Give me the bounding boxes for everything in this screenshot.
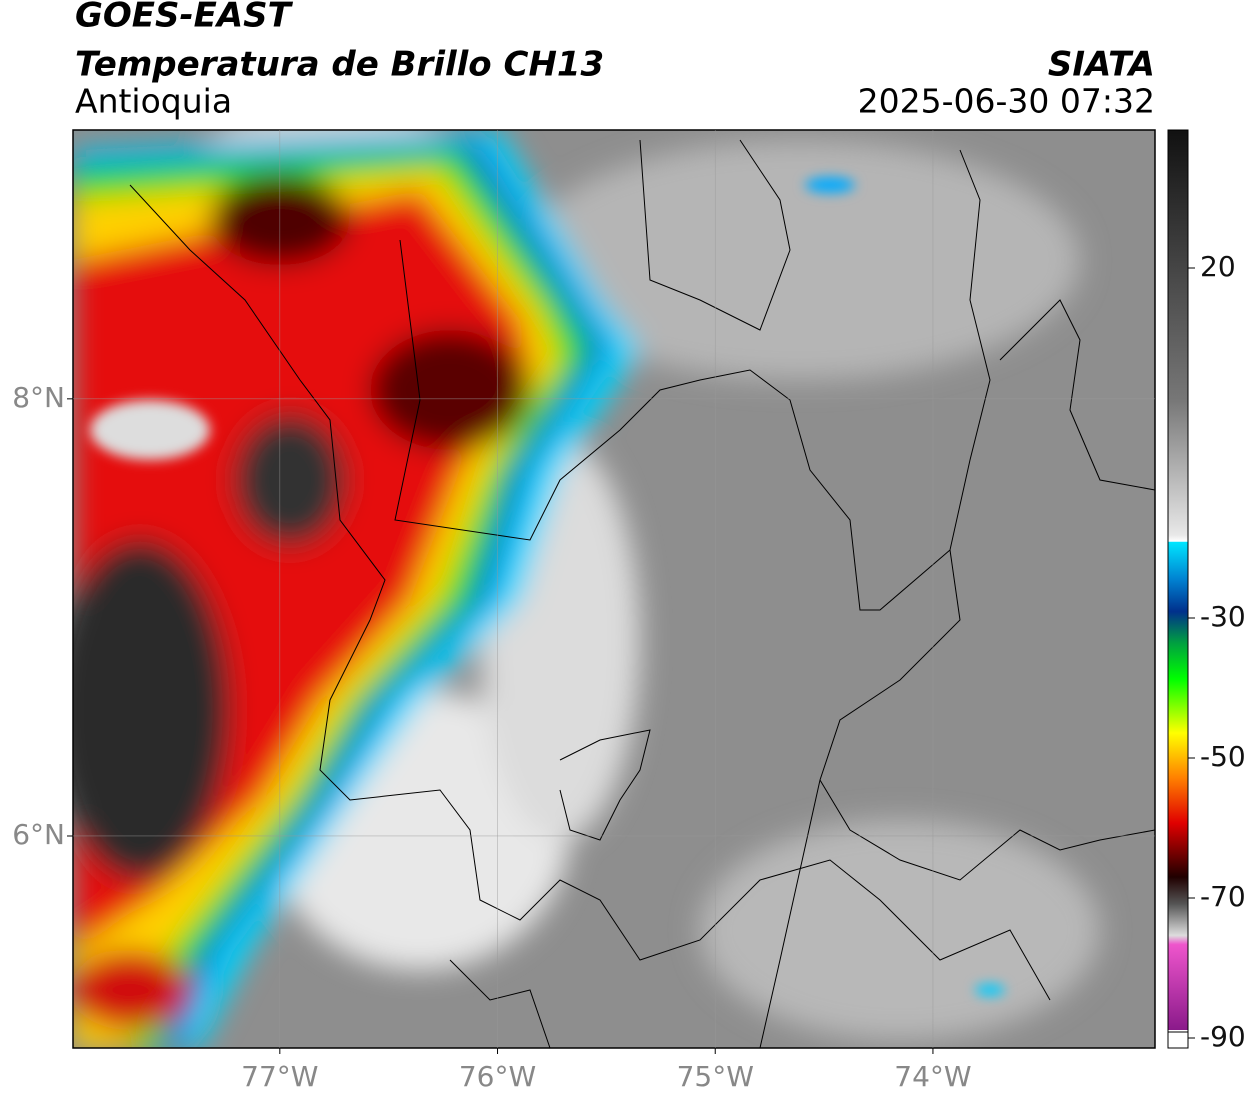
region: Antioquia <box>75 82 232 121</box>
colorbar-frame <box>1167 129 1189 1049</box>
source: SIATA <box>1048 45 1155 85</box>
lat-tick-label: 6°N <box>12 818 65 851</box>
lon-tick-label: 77°W <box>241 1060 318 1093</box>
title: GOES-EAST <box>75 0 294 36</box>
colorbar-tick-label: -90 <box>1200 1020 1246 1053</box>
boundaries <box>129 139 1155 1048</box>
colorbar-tick-label: -50 <box>1200 740 1246 773</box>
datetime: 2025-06-30 07:32 <box>858 82 1155 121</box>
graticule: 77°W 76°W 75°W 74°W 8°N 6°N <box>12 130 1155 1093</box>
lat-tick-label: 8°N <box>12 381 65 414</box>
colorbar-extension <box>1167 1031 1189 1049</box>
subtitle: Temperatura de Brillo CH13 <box>75 45 604 85</box>
lon-tick-label: 74°W <box>894 1060 971 1093</box>
colorbar-tick-label: 20 <box>1200 250 1236 283</box>
colorbar-tick-label: -30 <box>1200 600 1246 633</box>
colorbar-ramp <box>1168 130 1188 1030</box>
map-frame <box>72 129 1156 1049</box>
lon-tick-label: 75°W <box>677 1060 754 1093</box>
colorbar-ticks: 20 -30 -50 -70 -90 <box>1188 250 1246 1053</box>
lon-tick-label: 76°W <box>459 1060 536 1093</box>
satellite-image <box>73 130 1155 1048</box>
colorbar-tick-label: -70 <box>1200 880 1246 913</box>
